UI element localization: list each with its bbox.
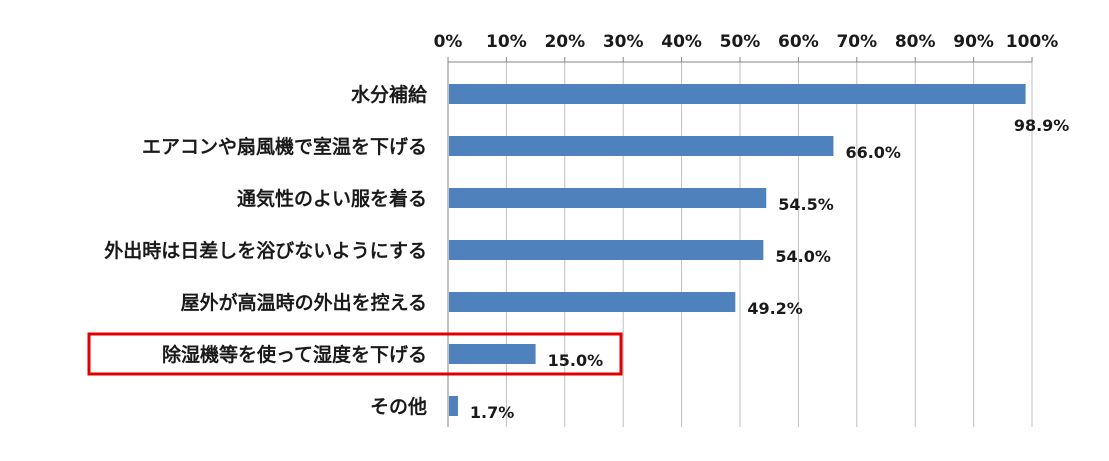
category-label: その他 (370, 395, 427, 418)
category-label: エアコンや扇風機で室温を下げる (142, 135, 427, 158)
x-tick-label: 90% (953, 32, 994, 52)
bar (449, 84, 1026, 104)
x-tick-label: 70% (836, 32, 877, 52)
bar (449, 344, 536, 364)
highlight-box (87, 332, 623, 376)
bar (449, 396, 458, 416)
value-labels: 98.9% 66.0% 54.5% 54.0% 49.2% 15.0% 1.7% (470, 116, 1069, 422)
category-labels: 水分補給エアコンや扇風機で室温を下げる通気性のよい服を着る外出時は日差しを浴びな… (104, 83, 428, 418)
value-label: 15.0% (548, 351, 604, 370)
x-tick-label: 40% (661, 32, 702, 52)
x-tick-label: 20% (544, 32, 585, 52)
value-label: 66.0% (845, 143, 901, 162)
bar (449, 240, 764, 260)
value-label: 1.7% (470, 403, 514, 422)
x-tick-label: 0% (434, 32, 463, 52)
category-label: 水分補給 (351, 83, 428, 106)
bar (449, 188, 767, 208)
x-tick-label: 100% (1006, 32, 1059, 52)
value-label: 54.5% (778, 195, 834, 214)
category-label: 屋外が高温時の外出を控える (181, 291, 427, 314)
category-label: 通気性のよい服を着る (237, 187, 427, 210)
bars (449, 84, 1026, 416)
x-tick-label: 50% (720, 32, 761, 52)
x-tick-label: 10% (486, 32, 527, 52)
highlight-layer (87, 332, 623, 376)
category-label: 除湿機等を使って湿度を下げる (162, 343, 427, 366)
value-label: 54.0% (775, 247, 831, 266)
value-label: 98.9% (1014, 116, 1070, 135)
value-label: 49.2% (747, 299, 803, 318)
x-tick-labels: 0% 10% 20% 30% 40% 50% 60% 70% 80% 90% 100% (434, 32, 1059, 52)
x-tick-label: 30% (603, 32, 644, 52)
x-tick-label: 80% (895, 32, 936, 52)
category-label: 外出時は日差しを浴びないようにする (104, 239, 427, 262)
bar (449, 136, 834, 156)
bar (449, 292, 736, 312)
x-tick-label: 60% (778, 32, 819, 52)
